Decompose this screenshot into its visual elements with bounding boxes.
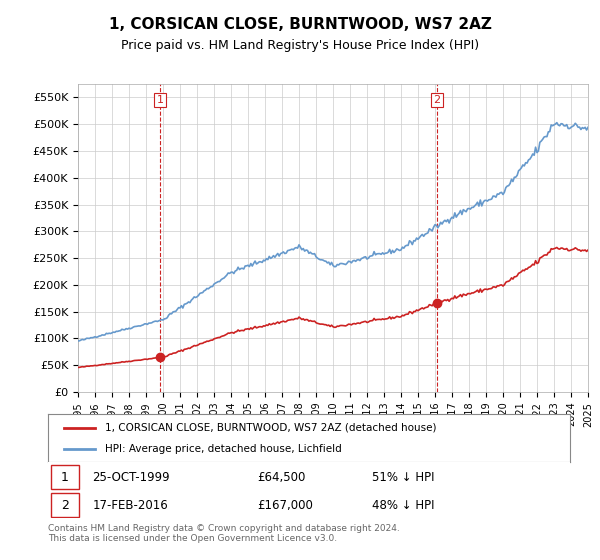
Text: 2: 2	[61, 498, 68, 512]
Text: £64,500: £64,500	[257, 470, 305, 484]
FancyBboxPatch shape	[50, 465, 79, 489]
Text: 25-OCT-1999: 25-OCT-1999	[92, 470, 170, 484]
Text: 1: 1	[157, 95, 163, 105]
Text: 1, CORSICAN CLOSE, BURNTWOOD, WS7 2AZ: 1, CORSICAN CLOSE, BURNTWOOD, WS7 2AZ	[109, 17, 491, 32]
Text: Contains HM Land Registry data © Crown copyright and database right 2024.
This d: Contains HM Land Registry data © Crown c…	[48, 524, 400, 543]
Text: 1: 1	[61, 470, 68, 484]
Text: £167,000: £167,000	[257, 498, 313, 512]
Text: 51% ↓ HPI: 51% ↓ HPI	[371, 470, 434, 484]
Text: 48% ↓ HPI: 48% ↓ HPI	[371, 498, 434, 512]
Text: HPI: Average price, detached house, Lichfield: HPI: Average price, detached house, Lich…	[106, 444, 342, 454]
FancyBboxPatch shape	[50, 493, 79, 517]
Text: 17-FEB-2016: 17-FEB-2016	[92, 498, 168, 512]
Text: Price paid vs. HM Land Registry's House Price Index (HPI): Price paid vs. HM Land Registry's House …	[121, 39, 479, 52]
Text: 2: 2	[433, 95, 440, 105]
Text: 1, CORSICAN CLOSE, BURNTWOOD, WS7 2AZ (detached house): 1, CORSICAN CLOSE, BURNTWOOD, WS7 2AZ (d…	[106, 423, 437, 433]
